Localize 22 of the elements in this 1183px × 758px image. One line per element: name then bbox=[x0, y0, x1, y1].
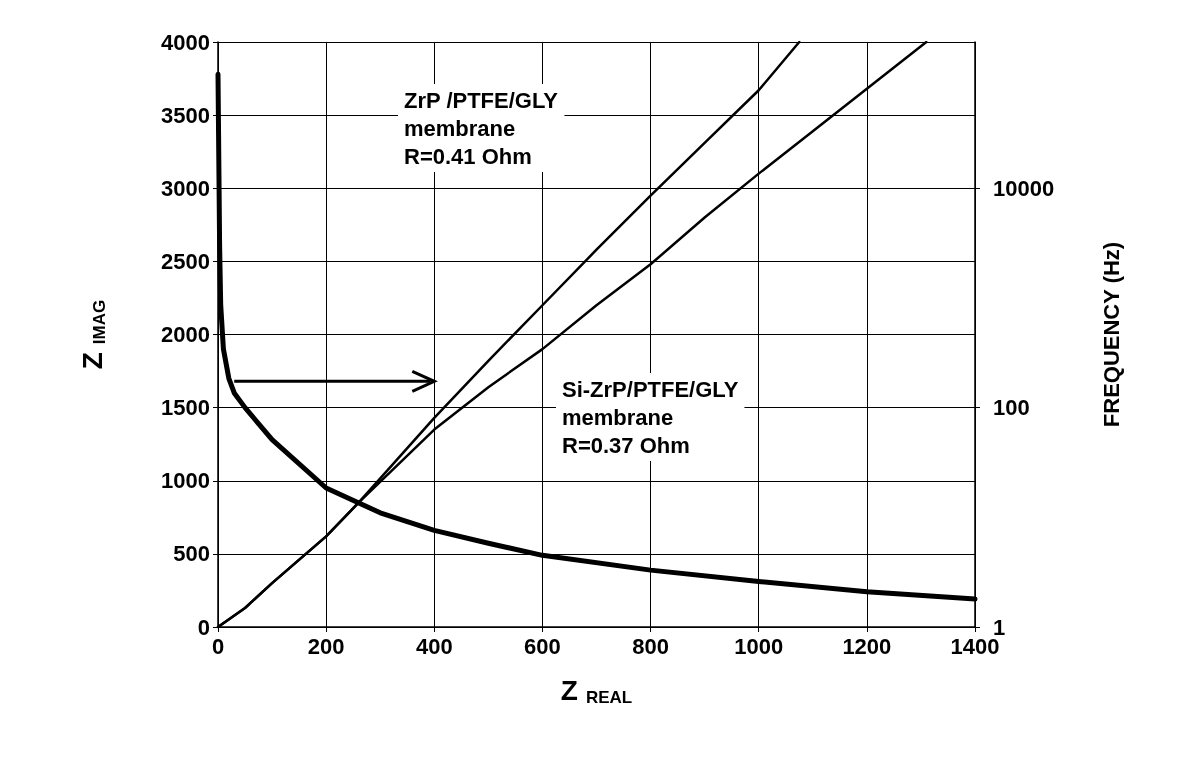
y2-tick-label: 100 bbox=[993, 395, 1030, 421]
x-tick-label: 400 bbox=[415, 633, 453, 659]
y-tick-label: 1000 bbox=[161, 468, 210, 494]
y2-axis-title: FREQUENCY (Hz) bbox=[1098, 241, 1124, 428]
y-tick-label: 3500 bbox=[161, 102, 210, 128]
y-tick-label: 3000 bbox=[161, 175, 210, 201]
x-tick-label: 800 bbox=[632, 633, 669, 659]
x-tick-label: 200 bbox=[307, 633, 345, 659]
y-tick-label: 500 bbox=[173, 541, 210, 567]
x-tick-label: 1000 bbox=[734, 633, 784, 659]
x-tick-label: 1200 bbox=[842, 633, 892, 659]
y-tick-label: 4000 bbox=[161, 29, 210, 55]
y-tick-label: 2500 bbox=[161, 248, 210, 274]
annotation: Si-ZrP/PTFE/GLY membrane R=0.37 Ohm bbox=[562, 376, 739, 458]
y-tick-label: 2000 bbox=[161, 322, 210, 347]
y-axis-title: ZIMAG bbox=[77, 299, 109, 370]
y2-tick-label: 10000 bbox=[993, 175, 1055, 201]
annotation: ZrP /PTFE/GLY membrane R=0.41 Ohm bbox=[404, 87, 559, 169]
x-tick-label: 600 bbox=[524, 633, 561, 659]
y-tick-label: 1500 bbox=[161, 395, 210, 421]
y-tick-label: 0 bbox=[197, 614, 210, 640]
y2-tick-label: 1 bbox=[993, 614, 1006, 640]
